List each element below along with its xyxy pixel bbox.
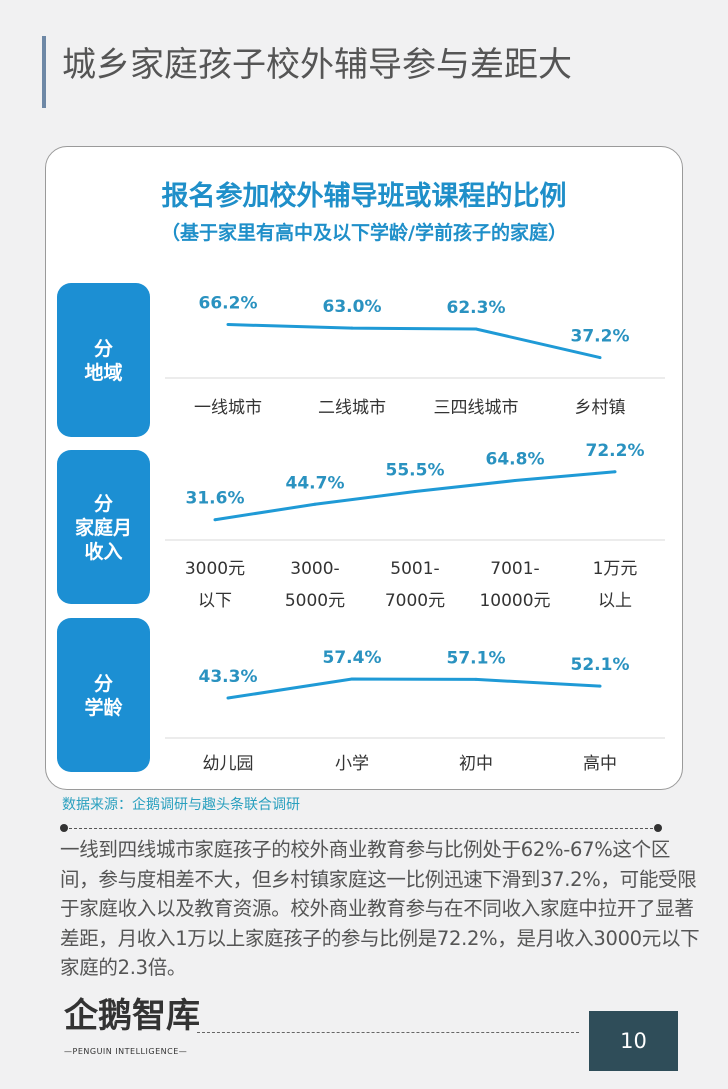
x-tick-label: 以下 [198, 591, 232, 611]
page-number: 10 [589, 1011, 678, 1071]
chart-title: 报名参加校外辅导班或课程的比例 [161, 181, 567, 212]
panel-label-text: 家庭月 [75, 516, 132, 539]
divider-dot [60, 824, 68, 832]
panel-label-text: 学龄 [84, 696, 123, 719]
data-point [413, 490, 417, 494]
data-label: 66.2% [199, 294, 258, 314]
data-label: 55.5% [386, 461, 445, 481]
page-title: 城乡家庭孩子校外辅导参与差距大 [62, 45, 572, 85]
chart-card [45, 146, 683, 790]
data-point [226, 323, 230, 327]
data-label: 62.3% [447, 298, 506, 318]
data-point [226, 696, 230, 700]
x-tick-label: 幼儿园 [203, 754, 254, 774]
x-tick-label: 7000元 [385, 591, 445, 611]
x-tick-label: 7001- [490, 559, 539, 579]
logo-subtitle: —PENGUIN INTELLIGENCE— [64, 1047, 188, 1056]
x-tick-label: 二线城市 [318, 398, 386, 418]
x-tick-label: 一线城市 [194, 398, 262, 418]
panel-label-text: 分 [94, 673, 113, 695]
panel-label-text: 分 [94, 493, 113, 515]
x-tick-label: 小学 [335, 754, 369, 774]
data-point [513, 479, 517, 483]
data-point [598, 356, 602, 360]
x-tick-label: 3000元 [185, 559, 245, 579]
data-point [474, 327, 478, 331]
panel-label-box [57, 283, 150, 437]
footer-divider [197, 1032, 579, 1033]
title-accent-bar [42, 36, 46, 108]
data-label: 63.0% [323, 297, 382, 317]
x-tick-label: 初中 [459, 754, 493, 774]
chart-subtitle: （基于家里有高中及以下学龄/学前孩子的家庭） [161, 222, 567, 244]
x-tick-label: 高中 [583, 754, 617, 774]
data-label: 57.1% [447, 648, 506, 668]
data-label: 72.2% [586, 441, 645, 461]
body-text: 一线到四线城市家庭孩子的校外商业教育参与比例处于62%-67%这个区间，参与度相… [60, 838, 700, 979]
data-source: 数据来源：企鹅调研与趣头条联合调研 [62, 797, 300, 813]
series-line [227, 323, 601, 360]
data-label: 52.1% [571, 655, 630, 675]
series-line [227, 677, 601, 700]
panel-label-text: 分 [94, 338, 113, 360]
data-label: 43.3% [199, 667, 258, 687]
panel-label-text: 地域 [84, 361, 122, 384]
data-point [598, 684, 602, 688]
data-point [613, 470, 617, 474]
data-point [313, 502, 317, 506]
data-label: 57.4% [323, 648, 382, 668]
data-point [213, 518, 217, 522]
divider-dot [654, 824, 662, 832]
x-tick-label: 3000- [290, 559, 339, 579]
panel-label-box [57, 450, 150, 604]
x-tick-label: 1万元 [593, 559, 638, 579]
data-label: 44.7% [286, 473, 345, 493]
panel-label-box [57, 618, 150, 772]
x-tick-label: 三四线城市 [434, 398, 519, 418]
x-tick-label: 5000元 [285, 591, 345, 611]
x-tick-label: 以上 [598, 591, 632, 611]
panel-label-text: 收入 [84, 540, 122, 563]
logo: 企鹅智库 [64, 996, 200, 1036]
divider [64, 828, 658, 829]
data-point [350, 677, 354, 681]
x-tick-label: 5001- [390, 559, 439, 579]
x-tick-label: 乡村镇 [575, 398, 626, 418]
x-tick-label: 10000元 [479, 591, 550, 611]
data-point [350, 326, 354, 330]
data-label: 37.2% [571, 327, 630, 347]
data-label: 31.6% [186, 489, 245, 509]
data-label: 64.8% [486, 450, 545, 470]
data-point [474, 677, 478, 681]
